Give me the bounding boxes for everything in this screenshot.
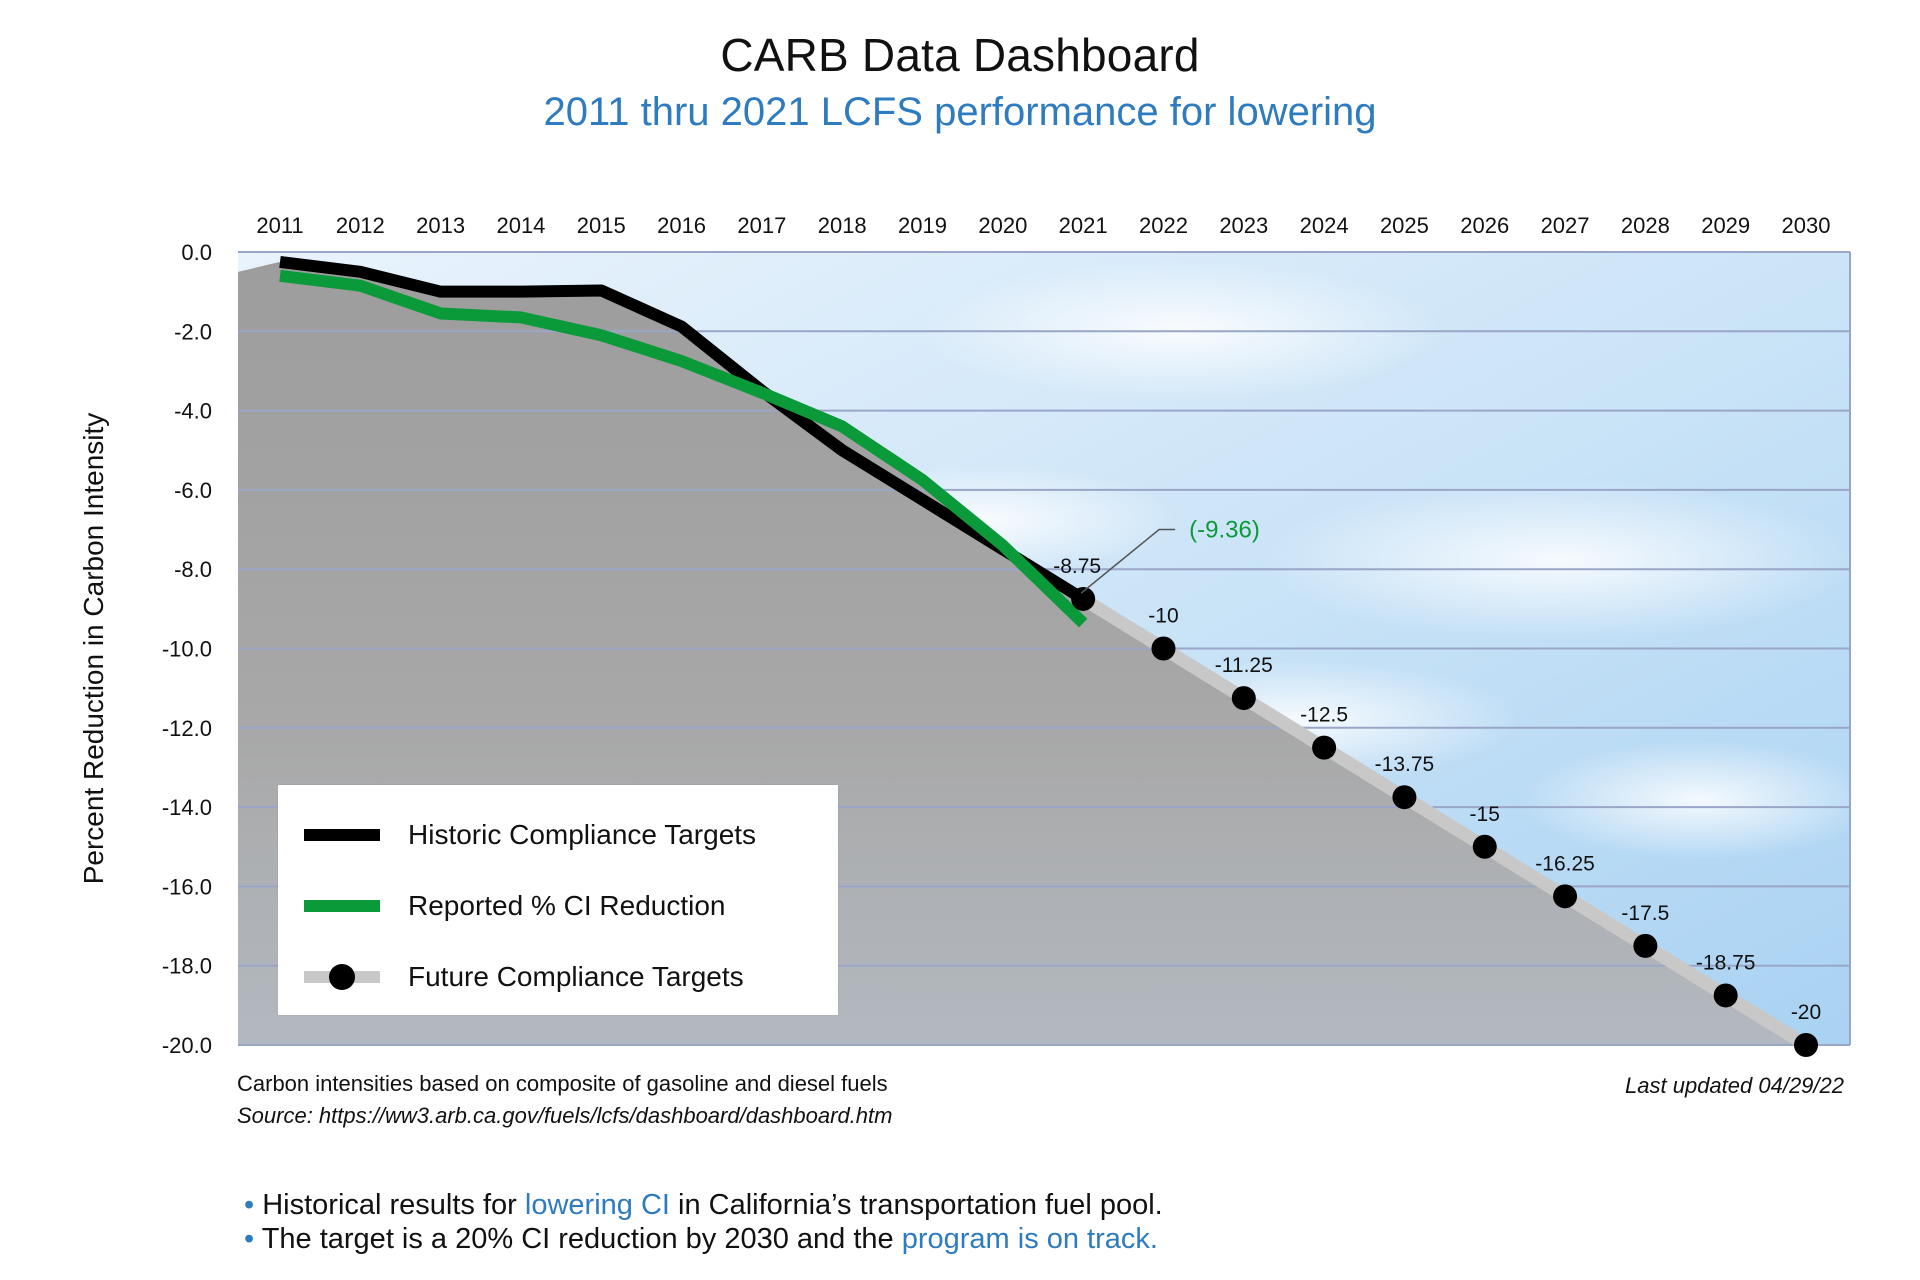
x-tick-label: 2018: [818, 213, 867, 238]
bullet-1-text-a: Historical results for: [262, 1189, 525, 1221]
future-target-point: [1151, 636, 1176, 661]
x-tick-label: 2013: [416, 213, 465, 238]
data-label: -11.25: [1215, 654, 1273, 677]
bullet-1-text-b: in California’s transportation fuel pool…: [669, 1189, 1163, 1221]
bullet-2: • The target is a 20% CI reduction by 20…: [244, 1223, 1158, 1255]
x-tick-label: 2017: [737, 213, 786, 238]
y-tick-label: -2.0: [174, 319, 212, 344]
footnote-source: Source: https://ww3.arb.ca.gov/fuels/lcf…: [237, 1103, 893, 1128]
x-tick-label: 2012: [336, 213, 385, 238]
last-updated: Last updated 04/29/22: [1625, 1073, 1844, 1098]
y-tick-label: -6.0: [174, 478, 212, 503]
x-tick-label: 2019: [898, 213, 947, 238]
y-tick-label: -10.0: [162, 637, 212, 662]
x-tick-label: 2030: [1782, 213, 1831, 238]
future-target-point: [1713, 983, 1738, 1008]
summary-bullets: • Historical results for lowering CI in …: [244, 1188, 1163, 1256]
chart-legend: Historic Compliance Targets Reported % C…: [278, 785, 838, 1015]
y-tick-label: -14.0: [162, 795, 212, 820]
data-label: -18.75: [1696, 951, 1756, 974]
x-tick-label: 2024: [1300, 213, 1349, 238]
data-label: -16.25: [1535, 852, 1595, 875]
legend-swatch-future: [304, 957, 380, 997]
legend-label: Reported % CI Reduction: [408, 890, 726, 921]
page-title: CARB Data Dashboard: [720, 29, 1200, 81]
footnote-composite: Carbon intensities based on composite of…: [237, 1071, 888, 1096]
y-tick-label: -12.0: [162, 716, 212, 741]
y-tick-label: -8.0: [174, 557, 212, 582]
x-tick-label: 2011: [256, 213, 303, 238]
legend-swatch-reported: [304, 886, 380, 926]
x-tick-label: 2023: [1219, 213, 1268, 238]
x-tick-label: 2028: [1621, 213, 1670, 238]
bullet-1-highlight: lowering CI: [524, 1189, 670, 1221]
legend-swatch-historic: [304, 815, 380, 855]
data-label: -8.75: [1053, 555, 1101, 578]
x-tick-label: 2014: [496, 213, 545, 238]
y-tick-label: -4.0: [174, 399, 212, 424]
legend-item-reported: Reported % CI Reduction: [304, 886, 726, 926]
point-labels: -8.75 -10 -11.25 -12.5 -13.75 -15 -16.25 -17.5 -…: [1053, 555, 1821, 1024]
x-tick-label: 2029: [1701, 213, 1750, 238]
bullet-1: • Historical results for lowering CI in …: [244, 1189, 1163, 1221]
future-target-point: [1633, 933, 1658, 958]
legend-item-future: Future Compliance Targets: [304, 957, 744, 997]
x-tick-label: 2020: [978, 213, 1027, 238]
future-target-point: [1553, 884, 1578, 909]
x-tick-label: 2016: [657, 213, 706, 238]
data-label: -15: [1470, 803, 1500, 826]
annotation-leader-line: [1080, 528, 1176, 594]
data-label: -10: [1148, 605, 1178, 628]
y-tick-label: 0.0: [181, 240, 212, 265]
y-axis-ticks: 0.0 -2.0 -4.0 -6.0 -8.0 -10.0 -12.0 -14.0 -16.0 -…: [162, 240, 212, 1058]
legend-label: Future Compliance Targets: [408, 961, 744, 992]
series-line-reported-ci-reduction: [279, 269, 1088, 628]
future-target-point: [1794, 1033, 1818, 1057]
x-tick-label: 2025: [1380, 213, 1429, 238]
y-tick-label: -16.0: [162, 874, 212, 899]
x-tick-label: 2027: [1541, 213, 1590, 238]
future-target-point: [1312, 735, 1337, 760]
legend-label: Historic Compliance Targets: [408, 819, 757, 850]
y-tick-label: -18.0: [162, 954, 212, 979]
bullet-2-highlight: program is on track.: [901, 1223, 1158, 1255]
data-label: -20: [1791, 1001, 1821, 1024]
data-label: -17.5: [1621, 902, 1669, 925]
series-line-historic-compliance-targets: [279, 255, 1087, 605]
annotation-label: (-9.36): [1189, 517, 1260, 544]
x-axis-ticks: 2011 2012 2013 2014 2015 2016 2017 2018 2019 2020…: [256, 213, 1830, 238]
x-tick-label: 2022: [1139, 213, 1188, 238]
future-target-points: [1071, 586, 1818, 1057]
future-target-point: [1231, 686, 1256, 711]
legend-item-historic: Historic Compliance Targets: [304, 815, 756, 855]
x-tick-label: 2026: [1460, 213, 1509, 238]
future-target-point: [1472, 834, 1497, 859]
data-label: -13.75: [1375, 753, 1435, 776]
y-tick-label: -20.0: [162, 1033, 212, 1058]
annotation-reported-2021: (-9.36): [1080, 517, 1260, 594]
x-tick-label: 2015: [577, 213, 626, 238]
future-target-point: [1392, 785, 1417, 810]
x-tick-label: 2021: [1059, 213, 1108, 238]
y-axis-label: Percent Reduction in Carbon Intensity: [78, 413, 109, 885]
bullet-2-text-a: The target is a 20% CI reduction by 2030…: [261, 1223, 902, 1255]
page-subtitle: 2011 thru 2021 LCFS performance for lowe…: [543, 90, 1377, 134]
series-line-future-compliance-targets: [1079, 593, 1810, 1051]
future-target-point: [1071, 586, 1096, 611]
data-label: -12.5: [1300, 704, 1348, 727]
